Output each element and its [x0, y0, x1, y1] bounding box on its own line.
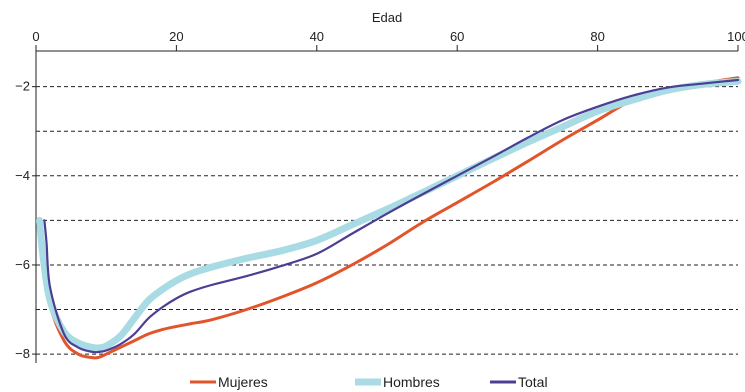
legend: Mujeres Hombres Total [190, 374, 548, 390]
x-tick-label-1: 20 [169, 29, 183, 44]
y-ticks: −2 −4 −6 −8 [15, 79, 36, 361]
x-tick-label-3: 60 [450, 29, 464, 44]
legend-label-mujeres: Mujeres [218, 374, 268, 390]
x-tick-label-4: 80 [590, 29, 604, 44]
axes [35, 50, 738, 363]
x-tick-label-0: 0 [32, 29, 39, 44]
y-tick-label-0: −2 [15, 79, 30, 94]
x-axis-title: Edad [372, 10, 402, 25]
series-line-mujeres [38, 76, 740, 360]
series-line-hombres [36, 77, 742, 352]
y-tick-label-3: −8 [15, 346, 30, 361]
legend-label-total: Total [518, 374, 548, 390]
y-tick-label-1: −4 [15, 168, 30, 183]
legend-label-hombres: Hombres [383, 374, 440, 390]
x-ticks: 0 20 40 60 80 100 [32, 29, 745, 51]
x-tick-label-2: 40 [310, 29, 324, 44]
y-tick-label-2: −6 [15, 257, 30, 272]
gridlines [36, 86, 738, 355]
series-line-total [43, 78, 740, 354]
x-tick-label-5: 100 [727, 29, 745, 44]
series-lines [36, 76, 742, 360]
